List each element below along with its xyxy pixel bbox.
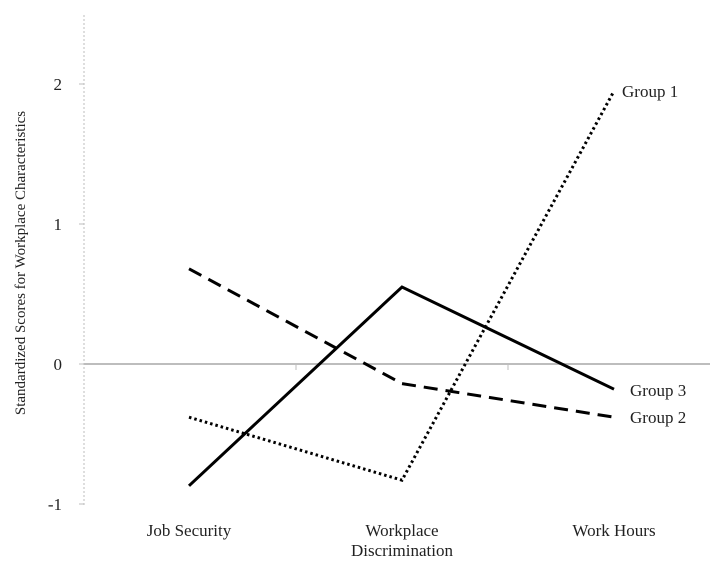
series-label: Group 1 <box>622 82 678 101</box>
series-label: Group 3 <box>630 381 686 400</box>
series-labels: Group 1 Group 2 Group 3 <box>622 82 686 427</box>
x-tick-label: Discrimination <box>351 541 453 560</box>
x-tick-label: Work Hours <box>572 521 655 540</box>
series-line-3 <box>187 285 615 487</box>
y-ticks: 2 1 0 -1 <box>48 75 84 514</box>
series-line-2 <box>188 267 615 419</box>
y-tick-label: 1 <box>54 215 63 234</box>
x-tick-label: Job Security <box>147 521 232 540</box>
y-axis-label: Standardized Scores for Workplace Charac… <box>13 111 29 415</box>
series-lines <box>187 90 616 487</box>
x-tick-label: Workplace <box>365 521 438 540</box>
y-tick-label: 0 <box>54 355 63 374</box>
y-tick-label: 2 <box>54 75 63 94</box>
series-label: Group 2 <box>630 408 686 427</box>
series-line-1 <box>188 90 616 482</box>
y-tick-label: -1 <box>48 495 62 514</box>
